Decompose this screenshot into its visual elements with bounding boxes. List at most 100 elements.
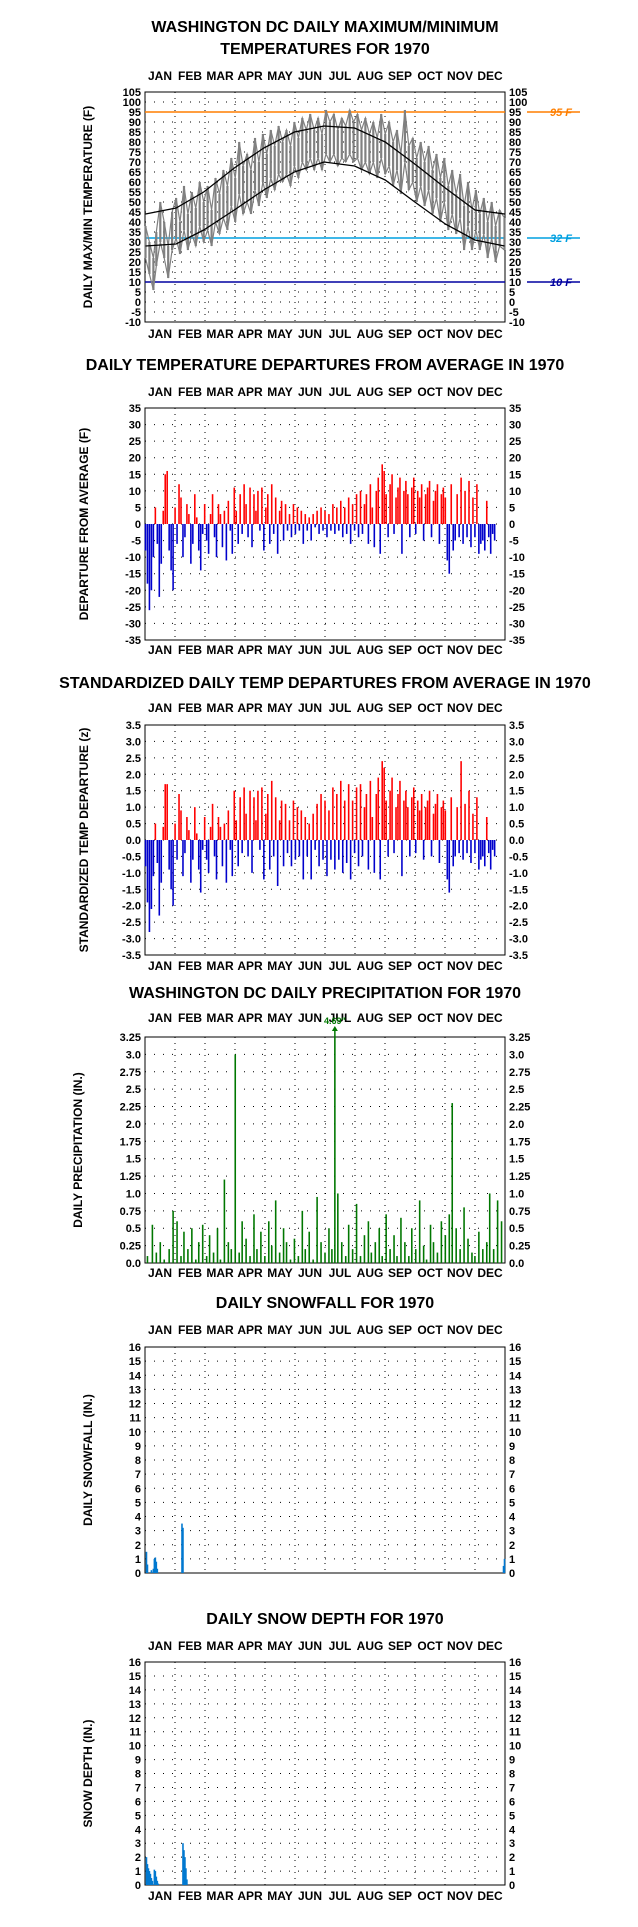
bar	[270, 1245, 273, 1263]
bar	[168, 524, 170, 551]
bar	[162, 510, 165, 524]
bar	[185, 1868, 187, 1885]
y-tick-label: 6	[509, 1796, 515, 1808]
y-tick-label: 14	[129, 1370, 142, 1382]
y-tick-label: 105	[123, 87, 141, 99]
bar	[151, 1224, 154, 1263]
y-tick-label: 12	[129, 1713, 141, 1725]
y-tick-label: 60	[129, 177, 141, 189]
bar	[205, 1256, 208, 1263]
y-tick-label: 3	[509, 1526, 515, 1538]
bar	[446, 524, 449, 561]
y-tick-label: -30	[509, 618, 525, 630]
bar	[178, 794, 180, 840]
y-tick-label: 50	[129, 197, 141, 209]
month-label: OCT	[417, 69, 443, 83]
bar	[393, 524, 395, 534]
month-label: SEP	[388, 327, 412, 341]
y-tick-label: 7	[135, 1782, 141, 1794]
bar	[474, 1256, 476, 1263]
series-normal_max	[145, 125, 505, 215]
bar	[296, 507, 299, 524]
bar	[459, 1249, 461, 1263]
month-label: JUN	[298, 1266, 322, 1280]
y-tick-label: 25	[129, 436, 141, 448]
bar	[418, 497, 421, 524]
bar	[381, 761, 383, 840]
bar	[478, 524, 480, 554]
y-tick-label: 5	[135, 1497, 141, 1509]
bar	[183, 1850, 185, 1885]
y-tick-label: 0	[509, 1880, 515, 1892]
month-label: JUN	[298, 1011, 322, 1025]
bar	[430, 524, 433, 538]
bar	[249, 1256, 251, 1263]
bar	[223, 1179, 226, 1263]
y-tick-label: 2.0	[509, 1119, 524, 1131]
bar	[409, 524, 411, 538]
y-tick-label: -2.5	[509, 917, 528, 929]
y-tick-label: 16	[509, 1342, 521, 1354]
y-tick-label: -10	[509, 552, 525, 564]
month-label: SEP	[388, 1011, 412, 1025]
bar	[247, 840, 249, 857]
y-tick-label: 8	[509, 1769, 515, 1781]
bar	[359, 1256, 362, 1263]
bar	[434, 490, 437, 524]
bar	[261, 487, 263, 524]
month-label: NOV	[447, 1011, 473, 1025]
month-label: NOV	[447, 701, 473, 715]
bar	[385, 1214, 387, 1263]
y-tick-label: -1.0	[122, 868, 141, 880]
y-tick-label: 45	[129, 207, 141, 219]
month-label: NOV	[447, 643, 473, 657]
month-label: JUN	[298, 327, 322, 341]
bar	[182, 1843, 184, 1885]
y-tick-label: 10	[129, 277, 141, 289]
y-tick-label: 2.25	[509, 1102, 530, 1114]
bar	[188, 830, 190, 840]
bar	[183, 1231, 185, 1263]
bar	[432, 1242, 435, 1263]
bar	[151, 1880, 154, 1885]
bar	[418, 810, 421, 840]
bar	[389, 790, 391, 840]
bar	[442, 487, 445, 524]
bar	[180, 497, 182, 524]
y-tick-label: 4	[135, 1824, 142, 1836]
bar	[326, 524, 328, 538]
y-tick-label: 7	[135, 1469, 141, 1481]
y-tick-label: 16	[509, 1657, 521, 1669]
chart-title: DAILY SNOWFALL FOR 1970	[216, 1295, 435, 1312]
bar	[328, 514, 330, 524]
bar	[290, 840, 293, 867]
bar	[464, 803, 466, 840]
y-tick-label: 3.0	[509, 1049, 524, 1061]
bar	[345, 524, 348, 534]
month-label: AUG	[357, 959, 384, 973]
bar	[257, 790, 259, 840]
month-label: JUL	[329, 385, 352, 399]
y-tick-label: 3	[509, 1838, 515, 1850]
y-tick-label: 11	[509, 1413, 521, 1425]
bar	[186, 504, 188, 524]
reference-line-label: 32 F	[550, 233, 572, 245]
y-tick-label: -0.5	[122, 851, 141, 863]
bar	[405, 790, 407, 840]
y-tick-label: 55	[509, 187, 521, 199]
month-label: OCT	[417, 701, 443, 715]
month-label: MAY	[267, 327, 293, 341]
y-tick-label: 55	[129, 187, 141, 199]
overflow-arrow-head	[331, 1026, 338, 1031]
y-tick-label: -2.5	[122, 917, 141, 929]
bar	[245, 504, 247, 524]
y-tick-label: -5	[509, 307, 519, 319]
bar	[446, 840, 449, 880]
bar	[184, 1857, 186, 1885]
month-label: APR	[237, 69, 263, 83]
series-normal_min	[145, 161, 505, 247]
bar	[148, 840, 151, 932]
bar	[280, 800, 283, 840]
bar	[500, 1221, 503, 1263]
bar	[355, 494, 358, 524]
